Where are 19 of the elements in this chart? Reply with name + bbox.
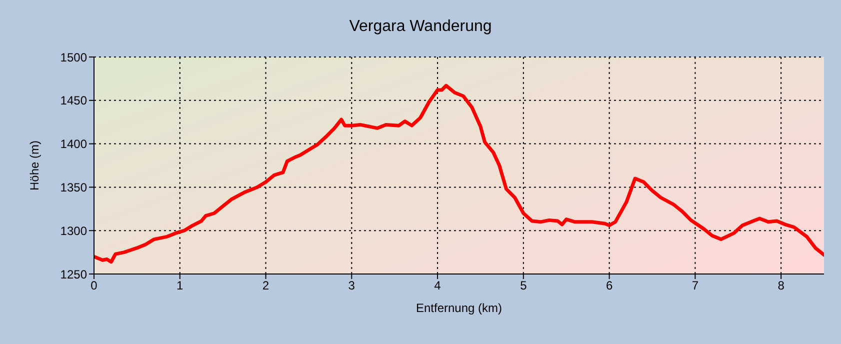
y-tick-label: 1500: [60, 50, 88, 64]
x-tick-label: 6: [606, 278, 613, 293]
x-tick-label: 3: [348, 278, 356, 293]
x-tick-label: 2: [262, 278, 270, 293]
y-tick-label: 1450: [60, 94, 88, 108]
x-tick-label: 8: [778, 278, 785, 293]
x-axis-title: Entfernung (km): [416, 301, 502, 315]
line-series: [94, 84, 824, 264]
chart-title: Vergara Wanderung: [348, 17, 493, 36]
x-tick-label: 7: [692, 278, 699, 293]
y-tick-label: 1350: [60, 180, 88, 194]
x-tick-label: 4: [434, 278, 442, 293]
y-tick-label: 1300: [60, 224, 88, 238]
y-axis-title: Höhe (m): [27, 140, 42, 191]
x-tick-label: 1: [176, 278, 184, 293]
x-tick-label: 5: [520, 278, 528, 293]
y-tick-label: 1250: [60, 267, 88, 282]
x-tick-label: 0: [90, 278, 98, 293]
y-tick-label: 1400: [60, 137, 88, 152]
